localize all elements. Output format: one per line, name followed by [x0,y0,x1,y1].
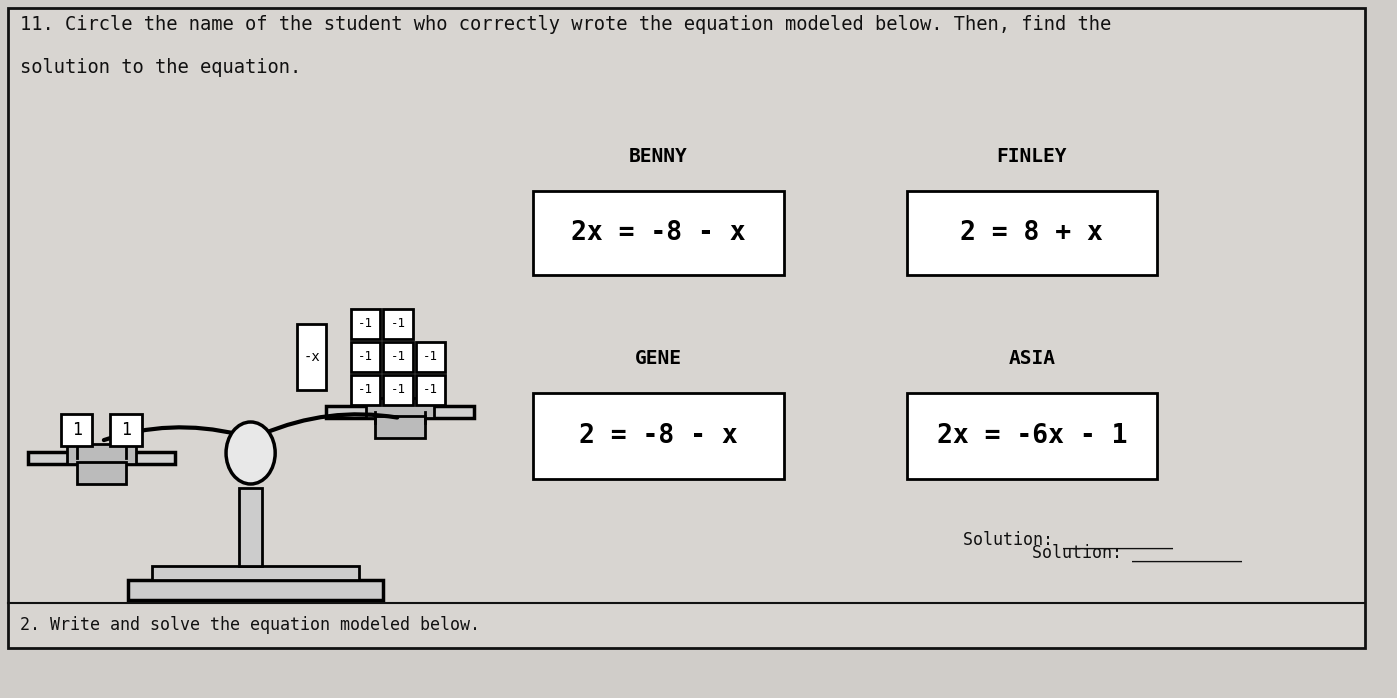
Text: -1: -1 [423,350,437,364]
Text: BENNY: BENNY [629,147,687,165]
Text: 2x = -8 - x: 2x = -8 - x [571,220,746,246]
Text: -1: -1 [358,383,373,396]
Text: -x: -x [303,350,320,364]
Polygon shape [152,566,359,580]
FancyBboxPatch shape [351,342,380,372]
Text: -1: -1 [391,350,405,364]
Text: 2. Write and solve the equation modeled below.: 2. Write and solve the equation modeled … [20,616,479,634]
Text: Solution: ___________: Solution: ___________ [963,531,1173,549]
Text: FINLEY: FINLEY [996,147,1067,165]
FancyBboxPatch shape [534,394,784,479]
Text: -1: -1 [391,383,405,396]
Text: 11. Circle the name of the student who correctly wrote the equation modeled belo: 11. Circle the name of the student who c… [20,15,1111,34]
Text: ASIA: ASIA [1009,348,1055,368]
Text: -1: -1 [358,318,373,330]
FancyBboxPatch shape [8,8,1365,648]
Text: -1: -1 [423,383,437,396]
FancyBboxPatch shape [383,375,412,405]
Text: solution to the equation.: solution to the equation. [20,58,300,77]
Text: 1: 1 [120,421,131,439]
FancyBboxPatch shape [416,342,446,372]
Text: GENE: GENE [636,348,682,368]
Text: 2x = -6x - 1: 2x = -6x - 1 [936,423,1127,449]
FancyBboxPatch shape [534,191,784,276]
FancyBboxPatch shape [110,414,141,446]
FancyBboxPatch shape [383,342,412,372]
Text: 2 = -8 - x: 2 = -8 - x [580,423,738,449]
FancyBboxPatch shape [67,444,136,464]
Polygon shape [127,580,383,600]
FancyBboxPatch shape [366,398,434,418]
FancyBboxPatch shape [907,191,1157,276]
Polygon shape [239,488,263,566]
Text: Solution: ___________: Solution: ___________ [1032,544,1242,562]
Text: 2 = 8 + x: 2 = 8 + x [961,220,1104,246]
FancyBboxPatch shape [907,394,1157,479]
FancyBboxPatch shape [416,375,446,405]
FancyBboxPatch shape [376,416,425,438]
FancyBboxPatch shape [351,309,380,339]
FancyBboxPatch shape [327,406,474,418]
Text: 1: 1 [71,421,81,439]
FancyBboxPatch shape [351,375,380,405]
FancyBboxPatch shape [28,452,175,464]
Text: -1: -1 [358,350,373,364]
FancyBboxPatch shape [61,414,92,446]
FancyBboxPatch shape [77,462,126,484]
Ellipse shape [226,422,275,484]
Text: -1: -1 [391,318,405,330]
FancyBboxPatch shape [383,309,412,339]
FancyBboxPatch shape [296,324,327,390]
